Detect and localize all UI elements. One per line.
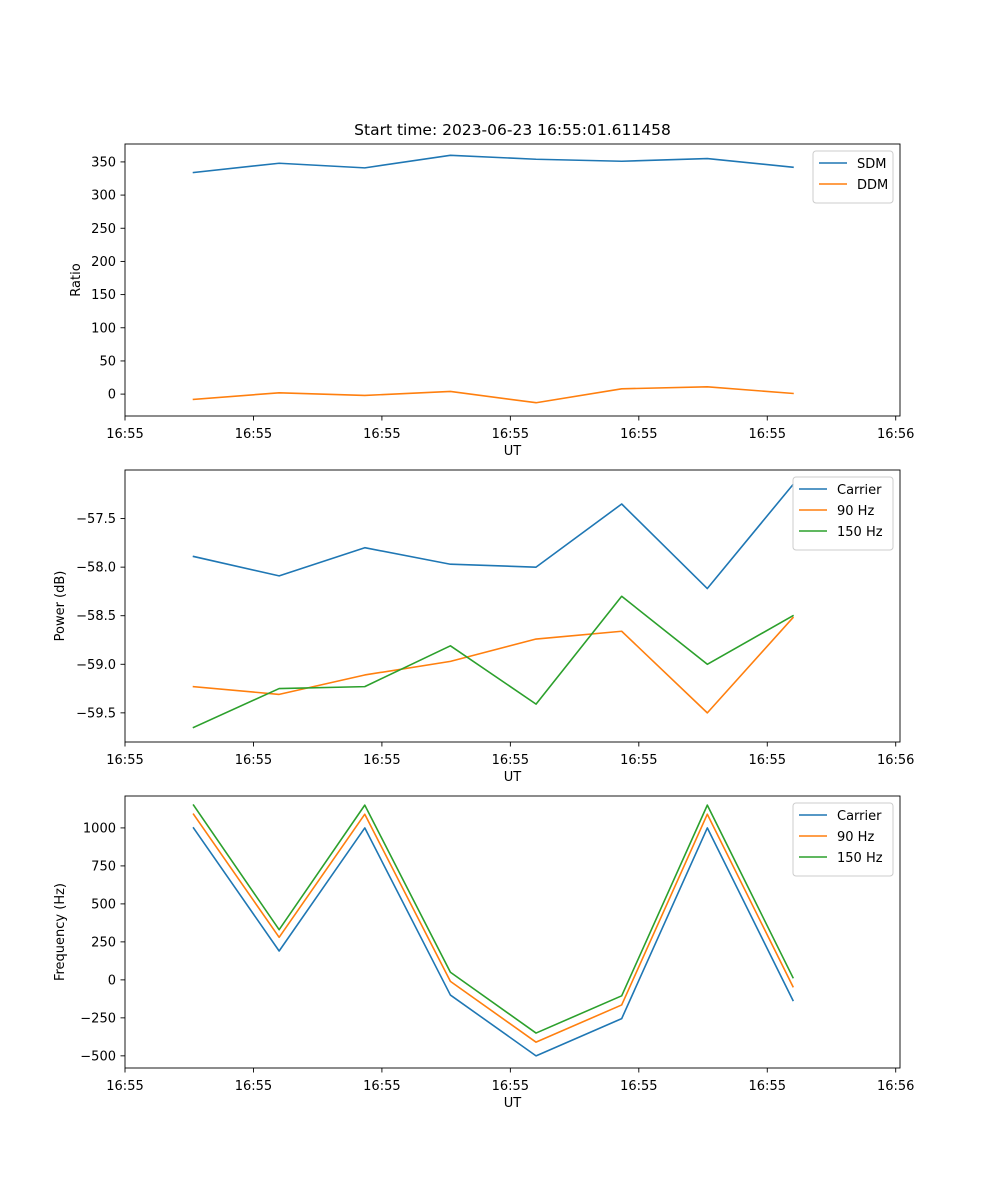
chart-title: Start time: 2023-06-23 16:55:01.611458	[354, 121, 671, 139]
x-tick-label: 16:55	[363, 427, 400, 442]
legend: Carrier 90 Hz 150 Hz	[792, 476, 894, 551]
legend-label: SDM	[857, 157, 886, 172]
x-tick-label: 16:55	[749, 1079, 786, 1094]
y-tick-label: 100	[91, 321, 116, 336]
y-tick-label: 750	[91, 859, 116, 874]
y-tick-label: 250	[91, 222, 116, 237]
y-tick-label: −250	[80, 1011, 116, 1026]
x-tick-label: 16:55	[492, 753, 529, 768]
legend-label: 90 Hz	[837, 830, 874, 845]
y-tick-label: −58.5	[76, 609, 116, 624]
x-tick-label: 16:55	[106, 1079, 143, 1094]
y-tick-label: 250	[91, 935, 116, 950]
y-tick-label: −59.0	[76, 658, 116, 673]
chart-panel-1: Start time: 2023-06-23 16:55:01.611458 16…	[69, 121, 914, 459]
legend: SDM DDM	[812, 150, 894, 204]
series-line-sdm	[192, 154, 794, 174]
y-tick-label: 350	[91, 155, 116, 170]
chart-panel-2: 16:55 16:55 16:55 16:55 16:55 16:55 16:56 −59.5…	[53, 469, 914, 785]
y-tick-label: 150	[91, 288, 116, 303]
x-tick-label: 16:55	[492, 1079, 529, 1094]
series-line-ddm	[192, 386, 794, 404]
y-axis-label: Ratio	[69, 263, 84, 296]
series-line-90-hz	[192, 616, 795, 714]
x-axis-label: UT	[504, 770, 522, 785]
legend-label: Carrier	[837, 483, 882, 498]
x-tick-label: 16:55	[363, 753, 400, 768]
y-tick-label: −58.0	[76, 561, 116, 576]
y-tick-label: 1000	[83, 821, 116, 836]
series-line-150-hz	[192, 595, 795, 729]
y-tick-label: −59.5	[76, 706, 116, 721]
legend-box	[812, 150, 894, 204]
y-tick-label: 500	[91, 897, 116, 912]
legend-label: 90 Hz	[837, 504, 874, 519]
chart-panel-3: 16:55 16:55 16:55 16:55 16:55 16:55 16:56 −500 −…	[53, 795, 914, 1111]
x-tick-label: 16:55	[235, 427, 272, 442]
x-tick-label: 16:55	[363, 1079, 400, 1094]
legend: Carrier 90 Hz 150 Hz	[792, 802, 894, 877]
axes-frame	[124, 143, 901, 417]
x-tick-label: 16:55	[620, 427, 657, 442]
y-tick-label: 200	[91, 255, 116, 270]
x-tick-label: 16:55	[106, 427, 143, 442]
x-tick-label: 16:55	[620, 753, 657, 768]
x-axis-label: UT	[504, 1096, 522, 1111]
series-line-150-hz	[192, 804, 795, 1034]
x-tick-label: 16:55	[235, 753, 272, 768]
series-line-carrier	[192, 826, 795, 1057]
y-axis-label: Power (dB)	[53, 571, 68, 642]
legend-label: DDM	[857, 178, 888, 193]
y-tick-label: 0	[108, 973, 116, 988]
legend-label: 150 Hz	[837, 525, 883, 540]
series-line-carrier	[192, 483, 795, 590]
axes-frame	[124, 469, 901, 743]
x-tick-label: 16:55	[235, 1079, 272, 1094]
y-tick-label: −500	[80, 1049, 116, 1064]
y-axis-label: Frequency (Hz)	[53, 883, 68, 981]
series-line-90-hz	[192, 813, 795, 1043]
x-tick-label: 16:55	[620, 1079, 657, 1094]
y-tick-label: 300	[91, 189, 116, 204]
x-tick-label: 16:55	[749, 753, 786, 768]
x-tick-label: 16:56	[877, 753, 914, 768]
x-tick-label: 16:55	[492, 427, 529, 442]
x-tick-label: 16:56	[877, 427, 914, 442]
legend-label: Carrier	[837, 809, 882, 824]
x-tick-label: 16:55	[749, 427, 786, 442]
x-tick-label: 16:56	[877, 1079, 914, 1094]
x-axis-label: UT	[504, 444, 522, 459]
y-tick-label: −57.5	[76, 512, 116, 527]
y-tick-label: 0	[108, 388, 116, 403]
legend-label: 150 Hz	[837, 851, 883, 866]
y-tick-label: 50	[99, 354, 116, 369]
x-tick-label: 16:55	[106, 753, 143, 768]
axes-frame	[124, 795, 901, 1069]
